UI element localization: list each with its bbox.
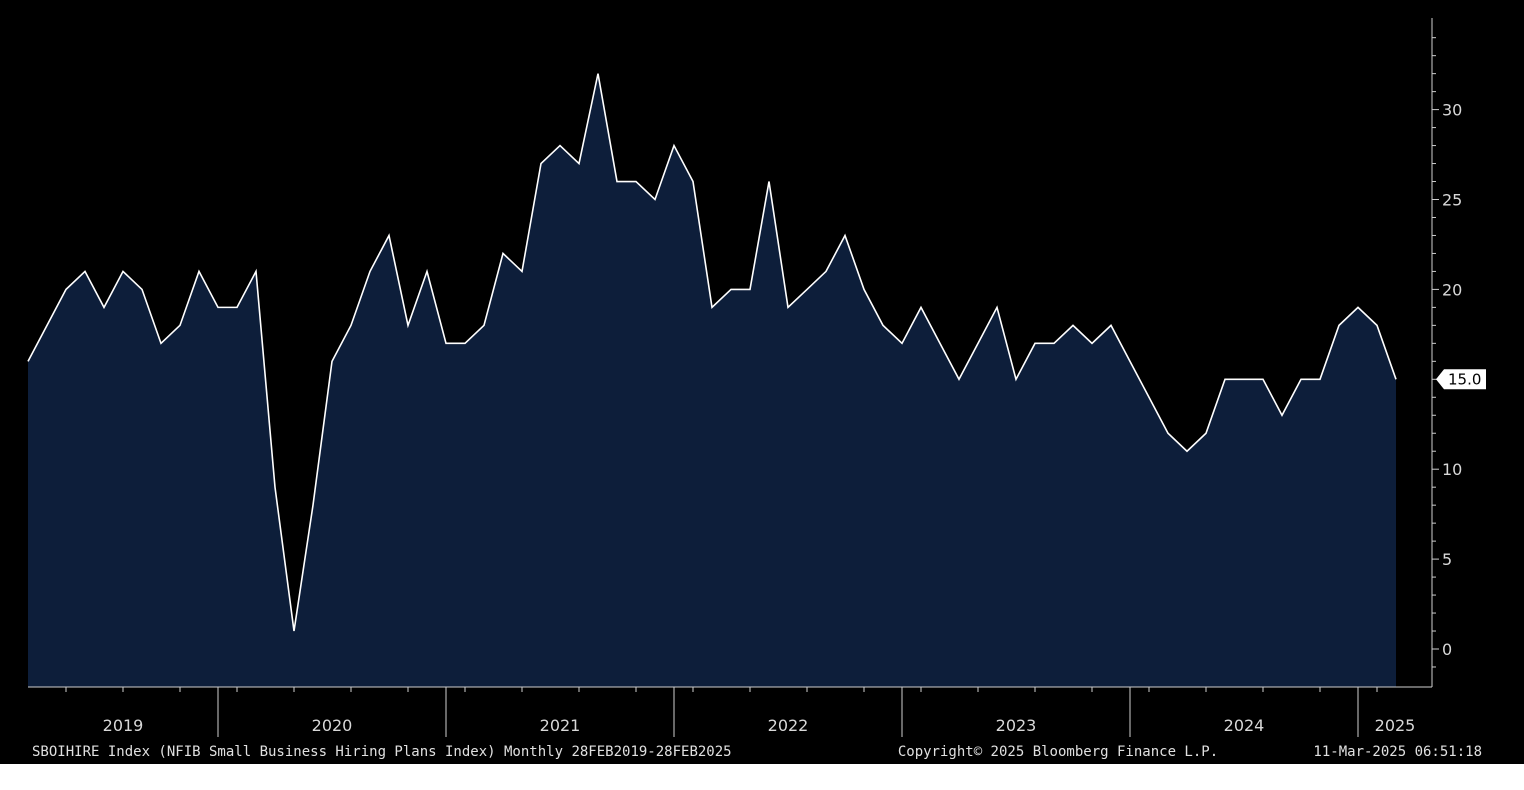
y-tick-label: 5 <box>1442 550 1452 569</box>
x-tick-label: 2025 <box>1375 716 1416 735</box>
plot-area <box>27 73 1397 687</box>
x-tick-label: 2023 <box>996 716 1037 735</box>
y-tick-label: 20 <box>1442 280 1462 299</box>
x-tick-label: 2021 <box>540 716 581 735</box>
y-tick-label: 25 <box>1442 191 1462 210</box>
series-area <box>28 73 1396 687</box>
y-tick-label: 30 <box>1442 101 1462 120</box>
series-line <box>27 73 1397 632</box>
x-tick-label: 2019 <box>103 716 144 735</box>
last-value-marker: 15.0 <box>1436 369 1486 390</box>
x-tick-label: 2024 <box>1224 716 1265 735</box>
last-value-tag <box>1436 369 1486 390</box>
footer-copyright: Copyright© 2025 Bloomberg Finance L.P. <box>898 744 1218 760</box>
last-value-label: 15.0 <box>1448 370 1481 388</box>
x-axis: 2019 2020 2021 2022 2023 2024 2025 <box>28 686 1432 737</box>
y-tick-label: 0 <box>1442 640 1452 659</box>
x-tick-label: 2022 <box>768 716 809 735</box>
footer-timestamp: 11-Mar-2025 06:51:18 <box>1313 744 1482 760</box>
x-tick-label: 2020 <box>312 716 353 735</box>
y-tick-label: 10 <box>1442 460 1462 479</box>
footer-index-description: SBOIHIRE Index (NFIB Small Business Hiri… <box>32 744 732 760</box>
